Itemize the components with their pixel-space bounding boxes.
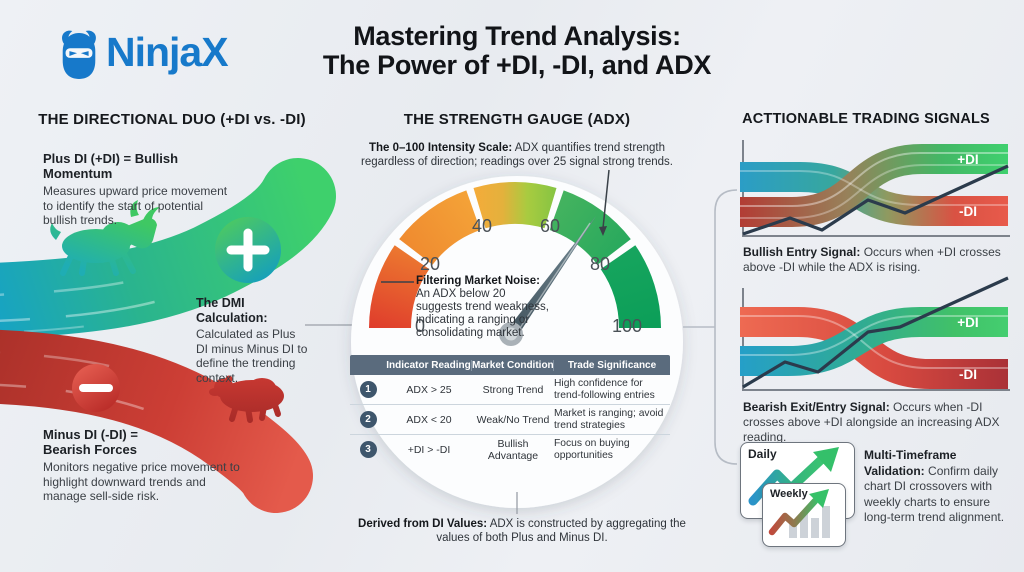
plus-di-block: Plus DI (+DI) = Bullish Momentum Measure… xyxy=(43,151,243,228)
bearish-signal-caption: Bearish Exit/Entry Signal: Occurs when -… xyxy=(743,400,1023,445)
intensity-scale-note: The 0–100 Intensity Scale: ADX quantifie… xyxy=(352,141,682,169)
intensity-scale-note-bold: The 0–100 Intensity Scale: xyxy=(369,142,513,154)
plus-di-heading: Plus DI (+DI) = Bullish Momentum xyxy=(43,151,179,181)
table-header-reading: Indicator Reading xyxy=(386,359,472,371)
page-title-line1: Mastering Trend Analysis: xyxy=(353,21,681,51)
derived-from-di-note: Derived from DI Values: ADX is construct… xyxy=(357,517,687,545)
chart2-minus-di-label: -DI xyxy=(959,367,977,382)
cell-reading: +DI > -DI xyxy=(407,443,451,456)
chart1-minus-di-label: -DI xyxy=(959,204,977,219)
green-momentum-ribbon xyxy=(0,158,336,339)
ninjax-logo-text: NinjaX xyxy=(106,29,229,75)
row-number-badge: 1 xyxy=(359,381,377,398)
middle-column-header: THE STRENGTH GAUGE (ADX) xyxy=(403,111,631,128)
weekly-bars xyxy=(789,506,830,538)
plus-icon xyxy=(215,217,281,283)
adx-line xyxy=(742,276,1009,389)
subtitle-pointer-line xyxy=(599,169,610,236)
adx-reference-table: Indicator Reading Market Condition Trade… xyxy=(350,355,670,464)
minus-icon xyxy=(72,364,120,412)
bullish-signal-caption: Bullish Entry Signal: Occurs when +DI cr… xyxy=(743,245,1013,275)
table-row: 2 ADX < 20 Weak/No Trend Market is rangi… xyxy=(350,405,670,435)
gauge-tick-80: 80 xyxy=(590,254,610,274)
table-header-condition: Market Condition xyxy=(472,359,554,371)
cell-significance: High confidence for trend-following entr… xyxy=(554,378,655,401)
minus-di-body: Monitors negative price movement to high… xyxy=(43,460,240,503)
bullish-chart xyxy=(740,140,1010,237)
table-header-row: Indicator Reading Market Condition Trade… xyxy=(350,355,670,375)
bullish-caption-bold: Bullish Entry Signal: xyxy=(743,245,861,259)
left-column-header: THE DIRECTIONAL DUO (+DI vs. -DI) xyxy=(38,111,306,128)
cell-significance: Market is ranging; avoid trend strategie… xyxy=(554,408,664,431)
weekly-timeframe-card: Weekly xyxy=(762,483,846,547)
bear-icon xyxy=(209,375,284,423)
intensity-scale-note-rest: ADX quantifies trend strength regardless… xyxy=(361,142,673,168)
dmi-body: Calculated as Plus DI minus Minus DI to … xyxy=(196,327,308,385)
bullish-caption-rest: Occurs when +DI crosses above -DI while … xyxy=(743,245,1001,274)
derived-note-bold: Derived from DI Values: xyxy=(358,518,488,530)
market-noise-note: Filtering Market Noise: An ADX below 20 … xyxy=(416,275,550,340)
red-bearish-ribbon xyxy=(0,329,313,513)
adx-gauge: 0 20 40 60 80 100 xyxy=(369,169,661,346)
cell-condition: Strong Trend xyxy=(482,383,544,396)
adx-line xyxy=(742,164,1009,236)
cell-condition: Bullish Advantage xyxy=(487,437,539,462)
weekly-trend-arrow xyxy=(768,489,830,538)
multi-timeframe-caption: Multi-Timeframe Validation: Confirm dail… xyxy=(864,448,1016,526)
table-header-significance: Trade Significance xyxy=(567,359,657,371)
gauge-tick-0: 0 xyxy=(415,316,425,336)
cell-reading: ADX < 20 xyxy=(406,413,452,426)
right-column-header: ACTTIONABLE TRADING SIGNALS xyxy=(742,111,990,127)
dmi-heading: The DMI Calculation: xyxy=(196,296,268,325)
right-bracket-connector xyxy=(683,189,738,465)
bearish-caption-bold: Bearish Exit/Entry Signal: xyxy=(743,400,890,414)
ninjax-logo-icon xyxy=(62,30,96,79)
dmi-calculation-block: The DMI Calculation: Calculated as Plus … xyxy=(196,296,310,385)
chart2-plus-di-label: +DI xyxy=(957,315,979,330)
gauge-tick-100: 100 xyxy=(612,316,642,336)
weekly-card-label: Weekly xyxy=(770,488,808,500)
chart1-plus-di-label: +DI xyxy=(957,152,979,167)
row-number-badge: 2 xyxy=(359,411,377,428)
bearish-caption-rest: Occurs when -DI crosses above +DI alongs… xyxy=(743,400,1000,444)
cell-condition: Weak/No Trend xyxy=(476,413,550,426)
minus-di-block: Minus DI (-DI) = Bearish Forces Monitors… xyxy=(43,427,243,504)
table-row: 1 ADX > 25 Strong Trend High confidence … xyxy=(350,375,670,405)
cell-significance: Focus on buying opportunities xyxy=(554,438,630,461)
plus-di-body: Measures upward price movement to identi… xyxy=(43,184,228,227)
market-noise-note-bold: Filtering Market Noise: xyxy=(416,275,540,287)
gauge-tick-20: 20 xyxy=(420,254,440,274)
cell-reading: ADX > 25 xyxy=(406,383,452,396)
minus-di-heading: Minus DI (-DI) = Bearish Forces xyxy=(43,427,138,457)
row-number-badge: 3 xyxy=(359,441,377,458)
page-title-line2: The Power of +DI, -DI, and ADX xyxy=(322,50,712,80)
gauge-tick-40: 40 xyxy=(472,216,492,236)
derived-note-rest: ADX is constructed by aggregating the va… xyxy=(436,518,686,544)
page-title: Mastering Trend Analysis: The Power of +… xyxy=(312,22,722,80)
market-noise-note-rest: An ADX below 20 suggests trend weakness,… xyxy=(416,288,549,339)
gauge-needle xyxy=(499,216,596,346)
bull-icon xyxy=(50,200,160,276)
gauge-tick-60: 60 xyxy=(540,216,560,236)
multi-timeframe-rest: Confirm daily chart DI crossovers with w… xyxy=(864,463,1005,525)
table-row: 3 +DI > -DI Bullish Advantage Focus on b… xyxy=(350,435,670,464)
bearish-chart xyxy=(740,276,1010,391)
multi-timeframe-bold: Multi-Timeframe Validation: xyxy=(864,448,957,478)
daily-card-label: Daily xyxy=(748,447,777,461)
